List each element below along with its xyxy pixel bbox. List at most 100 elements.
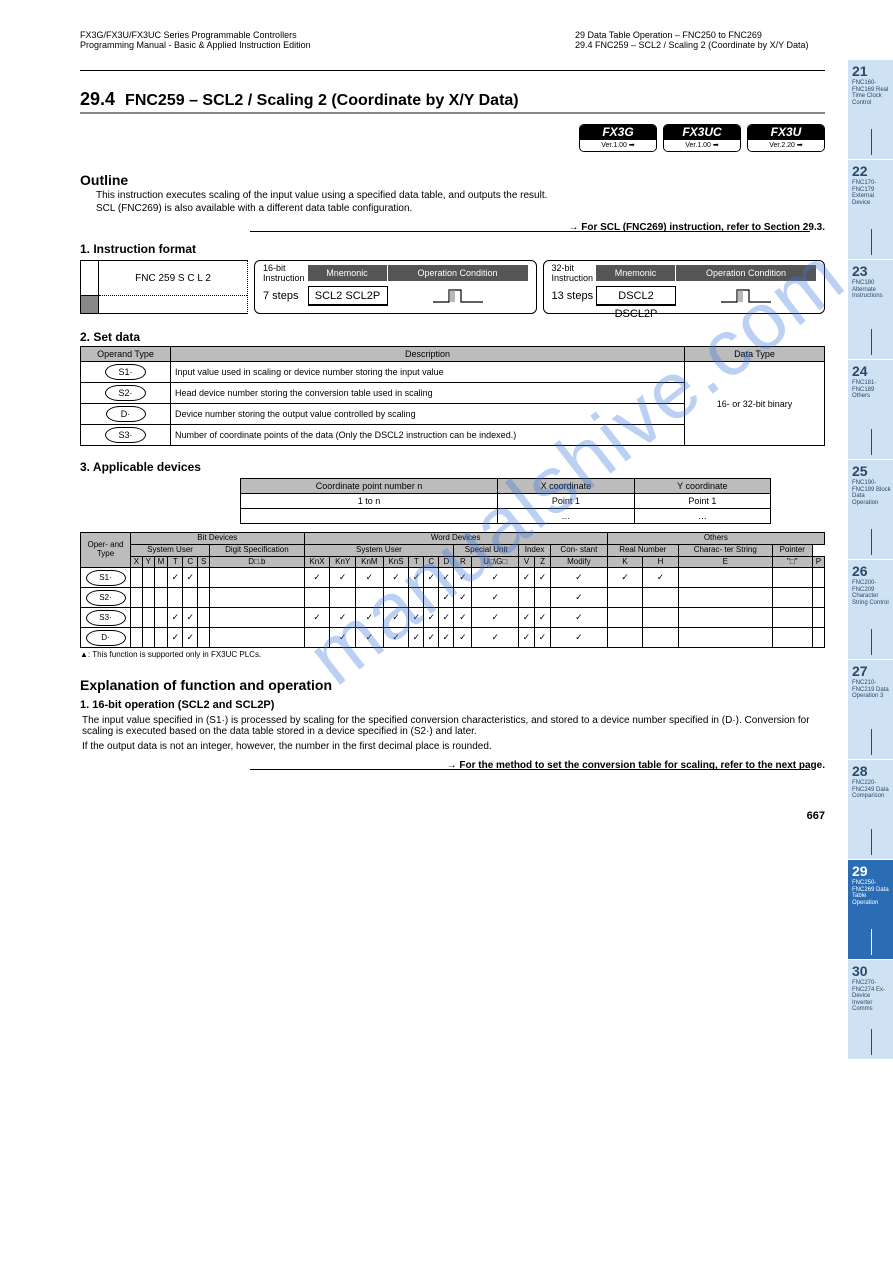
dev-cell: [409, 568, 424, 588]
mini-td: Point 1: [634, 494, 770, 509]
side-tab[interactable]: 28FNC220-FNC249 Data Comparison: [848, 760, 893, 860]
check-icon: [491, 613, 499, 622]
dev-cell: [131, 588, 143, 608]
dev-cell: [454, 608, 472, 628]
dev-cell: [472, 628, 519, 648]
waveform-icon: [721, 288, 771, 304]
page-header: FX3G/FX3U/FX3UC Series Programmable Cont…: [80, 30, 825, 50]
tab-divider-icon: [871, 429, 872, 455]
dev-cell: [383, 568, 409, 588]
side-tab[interactable]: 27FNC210-FNC219 Data Operation 3: [848, 660, 893, 760]
dev-cell: [424, 608, 439, 628]
side-tab[interactable]: 26FNC200-FNC209 Character String Control: [848, 560, 893, 660]
dev-cell: [454, 588, 472, 608]
check-icon: [523, 633, 531, 642]
dev-col: U□\G□: [472, 556, 519, 568]
side-tab-label: FNC180 Alternate Instructions: [852, 280, 891, 300]
side-tab[interactable]: 25 FNC190-FNC199 Block Data Operation: [848, 460, 893, 560]
op-th: Operand Type: [81, 347, 171, 362]
dev-col: "□": [772, 556, 812, 568]
check-icon: [657, 573, 665, 582]
dev-cell: [131, 628, 143, 648]
operand-oval: S1·: [105, 364, 145, 380]
dev-cell: [772, 588, 812, 608]
check-icon: [392, 573, 400, 582]
dev-cell: [607, 608, 643, 628]
devices-title: 3. Applicable devices: [80, 460, 873, 474]
dev-cell: [519, 608, 535, 628]
fnc-left-shade: [81, 296, 99, 314]
side-tab[interactable]: 22FNC170-FNC179 External Device: [848, 160, 893, 260]
inst32-cond-hdr: Operation Condition: [676, 265, 816, 281]
dev-cell: [409, 608, 424, 628]
dev-cell: [131, 608, 143, 628]
check-icon: [413, 613, 421, 622]
fnc-left-blank: [81, 261, 99, 296]
inst32-steps: 13 steps: [552, 290, 597, 302]
check-icon: [187, 573, 195, 582]
dev-th: System User: [131, 544, 210, 556]
tab-divider-icon: [871, 729, 872, 755]
check-icon: [575, 633, 583, 642]
dev-th: Charac- ter String: [678, 544, 772, 556]
check-icon: [339, 573, 347, 582]
dev-cell: [168, 588, 183, 608]
dev-cell: [772, 568, 812, 588]
dev-cell: [210, 628, 305, 648]
tab-divider-icon: [871, 829, 872, 855]
inst32-mnem-hdr: Mnemonic: [596, 265, 676, 281]
dev-col: KnM: [356, 556, 384, 568]
dev-cell: [210, 568, 305, 588]
op-dtype: 16- or 32-bit binary: [685, 362, 825, 446]
dev-cell: [330, 608, 356, 628]
check-icon: [621, 573, 629, 582]
header-right-2: 29.4 FNC259 – SCL2 / Scaling 2 (Coordina…: [575, 40, 825, 50]
devices-footnote: ▲: This function is supported only in FX…: [80, 650, 825, 659]
side-tab[interactable]: 24FNC181-FNC189 Others: [848, 360, 893, 460]
check-icon: [459, 613, 467, 622]
dev-col: H: [643, 556, 679, 568]
side-tab[interactable]: 29FNC250-FNC269 Data Table Operation: [848, 860, 893, 960]
devices-mini-table: Coordinate point number n X coordinate Y…: [240, 478, 771, 524]
tab-divider-icon: [871, 929, 872, 955]
plc-badge-top: FX3UC: [664, 125, 740, 140]
dev-cell: [535, 568, 551, 588]
dev-col: D□.b: [210, 556, 305, 568]
dev-cell: [356, 568, 384, 588]
side-tab[interactable]: 23FNC180 Alternate Instructions: [848, 260, 893, 360]
check-icon: [539, 573, 547, 582]
dev-cell: [551, 608, 608, 628]
devices-main-table: Oper- and Type Bit Devices Word Devices …: [80, 532, 825, 648]
dev-cell: [519, 588, 535, 608]
operand-table: Operand Type Description Data Type S1· I…: [80, 346, 825, 446]
dev-cell: [183, 628, 198, 648]
section-number: 29.4: [80, 89, 115, 110]
table-row: S3·: [81, 608, 825, 628]
check-icon: [313, 573, 321, 582]
dev-cell: [454, 628, 472, 648]
dev-cell: [535, 628, 551, 648]
dev-cell: [356, 628, 384, 648]
dev-col: Modify: [551, 556, 608, 568]
inst16-steps: 7 steps: [263, 290, 308, 302]
dev-cell: [424, 628, 439, 648]
dev-col: C: [183, 556, 198, 568]
dev-th: Word Devices: [304, 533, 607, 545]
side-tab-label: FNC190-FNC199 Block Data Operation: [852, 480, 891, 506]
mini-td: [241, 509, 498, 524]
table-row: S1·: [81, 568, 825, 588]
section-text: FNC259 – SCL2 / Scaling 2 (Coordinate by…: [125, 92, 519, 110]
dev-cell: [678, 628, 772, 648]
explain-sub: 1. 16-bit operation (SCL2 and SCL2P): [80, 699, 873, 711]
check-icon: [428, 613, 436, 622]
side-tab-number: 29: [852, 864, 891, 878]
side-tab[interactable]: 21FNC160-FNC169 Real Time Clock Control: [848, 60, 893, 160]
dev-cell: [454, 568, 472, 588]
side-tab[interactable]: 30FNC270-FNC274 Ex-Device Inverter Comms: [848, 960, 893, 1060]
side-tab-number: 25: [852, 464, 891, 478]
check-icon: [539, 613, 547, 622]
dev-cell: [142, 608, 154, 628]
check-icon: [428, 633, 436, 642]
check-icon: [187, 633, 195, 642]
inst-32bit: 32-bit Instruction Mnemonic Operation Co…: [543, 260, 826, 314]
